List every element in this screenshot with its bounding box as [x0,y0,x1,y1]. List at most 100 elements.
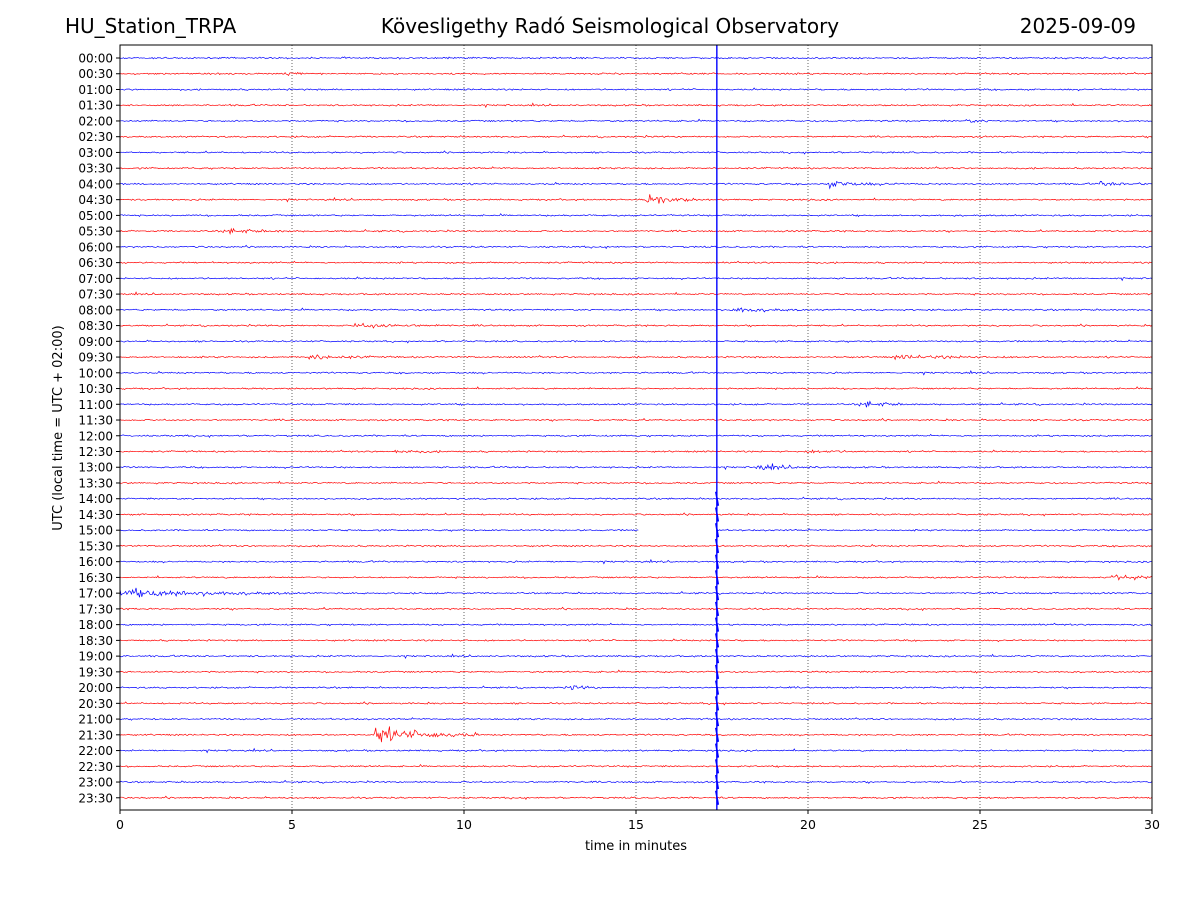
x-tick-label: 15 [628,817,644,832]
trace-row-1500 [119,528,1153,532]
trace-row-0500 [119,213,1153,218]
y-tick-label: 01:30 [78,99,113,113]
y-tick-label: 05:00 [78,209,113,223]
trace-row-1700 [119,587,1153,598]
trace-row-0730 [119,291,1153,296]
y-tick-label: 18:00 [78,618,113,632]
x-tick-label: 10 [456,817,472,832]
station-name: HU_Station_TRPA [65,14,237,38]
y-tick-label: 18:30 [78,634,113,648]
trace-row-2330 [119,795,1153,800]
trace-row-2300 [119,779,1153,784]
y-tick-label: 17:30 [78,602,113,616]
trace-row-1930 [119,669,1153,674]
trace-row-1200 [119,433,1153,438]
y-tick-label: 00:30 [78,67,113,81]
y-tick-label: 21:30 [78,728,113,742]
trace-row-1230 [119,449,1153,454]
y-tick-label: 23:30 [78,791,113,805]
observatory-title: Kövesligethy Radó Seismological Observat… [380,14,840,38]
trace-row-0630 [119,260,1153,265]
trace-row-1830 [119,638,1153,643]
trace-row-0130 [119,102,1153,109]
y-tick-label: 15:30 [78,539,113,553]
trace-row-1400 [119,496,1153,501]
trace-row-2100 [119,717,1153,721]
trace-row-1730 [119,606,1153,612]
grid-layer [291,45,981,810]
y-tick-label: 09:30 [78,351,113,365]
trace-row-0830 [119,322,1153,329]
trace-row-0900 [119,339,1153,344]
trace-layer [119,56,1153,800]
y-tick-label: 09:00 [78,335,113,349]
trace-row-1030 [119,386,1153,391]
trace-row-2000 [119,685,1153,691]
y-tick-label: 19:30 [78,665,113,679]
y-tick-label: 07:00 [78,272,113,286]
y-tick-label: 10:30 [78,382,113,396]
y-axis-label: UTC (local time = UTC + 02:00) [51,325,66,530]
trace-row-1330 [119,480,1153,485]
y-tick-label: 04:30 [78,193,113,207]
y-tick-label: 13:30 [78,476,113,490]
x-tick-label: 30 [1144,817,1160,832]
y-tick-label: 08:30 [78,319,113,333]
trace-row-1130 [119,417,1153,422]
marker-layer [715,45,720,810]
trace-row-0330 [119,166,1153,170]
trace-row-0100 [119,87,1153,92]
y-tick-label: 11:00 [78,398,113,412]
trace-row-0930 [119,354,1153,361]
y-tick-label: 19:00 [78,650,113,664]
trace-row-1600 [119,558,1153,565]
y-tick-label: 12:00 [78,429,113,443]
trace-row-1530 [119,543,1153,548]
y-tick-label: 16:30 [78,571,113,585]
y-tick-label: 17:00 [78,587,113,601]
x-tick-label: 5 [288,817,296,832]
trace-row-1300 [119,463,1152,471]
x-axis-label: time in minutes [585,839,687,854]
x-tick-label: 25 [972,817,988,832]
trace-row-1430 [119,512,1153,517]
y-tick-label: 08:00 [78,303,113,317]
trace-row-0800 [119,307,1153,313]
x-ticks: 0 5 10 15 20 25 30 [116,810,1160,832]
trace-row-0600 [119,244,1153,250]
y-tick-label: 06:00 [78,240,113,254]
x-tick-label: 20 [800,817,816,832]
y-tick-label: 05:30 [78,225,113,239]
y-tick-label: 10:00 [78,366,113,380]
y-tick-label: 22:00 [78,744,113,758]
y-tick-label: 14:00 [78,492,113,506]
y-tick-label: 03:30 [78,162,113,176]
y-tick-label: 04:00 [78,177,113,191]
y-tick-label: 07:30 [78,288,113,302]
trace-row-1630 [119,574,1153,581]
trace-row-2130 [119,726,1153,743]
trace-row-1900 [119,653,1153,659]
y-tick-label: 16:00 [78,555,113,569]
x-tick-label: 0 [116,817,124,832]
y-tick-label: 11:30 [78,414,113,428]
y-tick-label: 23:00 [78,776,113,790]
trace-row-1800 [119,622,1153,627]
trace-row-0300 [119,150,1153,155]
y-tick-label: 00:00 [78,52,113,66]
trace-row-2230 [119,763,1153,769]
trace-row-1000 [119,369,1153,376]
trace-row-0030 [119,71,1153,77]
y-tick-label: 03:00 [78,146,113,160]
y-tick-label: 02:00 [78,114,113,128]
y-tick-label: 22:30 [78,760,113,774]
trace-row-1100 [119,400,1153,408]
y-tick-label: 13:00 [78,461,113,475]
y-tick-label: 15:00 [78,524,113,538]
y-tick-label: 06:30 [78,256,113,270]
y-tick-label: 20:30 [78,697,113,711]
trace-row-0230 [119,134,1153,139]
y-tick-label: 02:30 [78,130,113,144]
